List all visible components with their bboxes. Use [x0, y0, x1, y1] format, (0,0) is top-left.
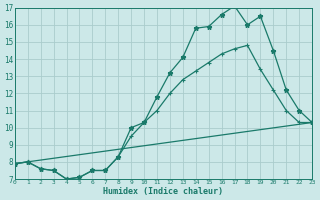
X-axis label: Humidex (Indice chaleur): Humidex (Indice chaleur)	[103, 187, 223, 196]
